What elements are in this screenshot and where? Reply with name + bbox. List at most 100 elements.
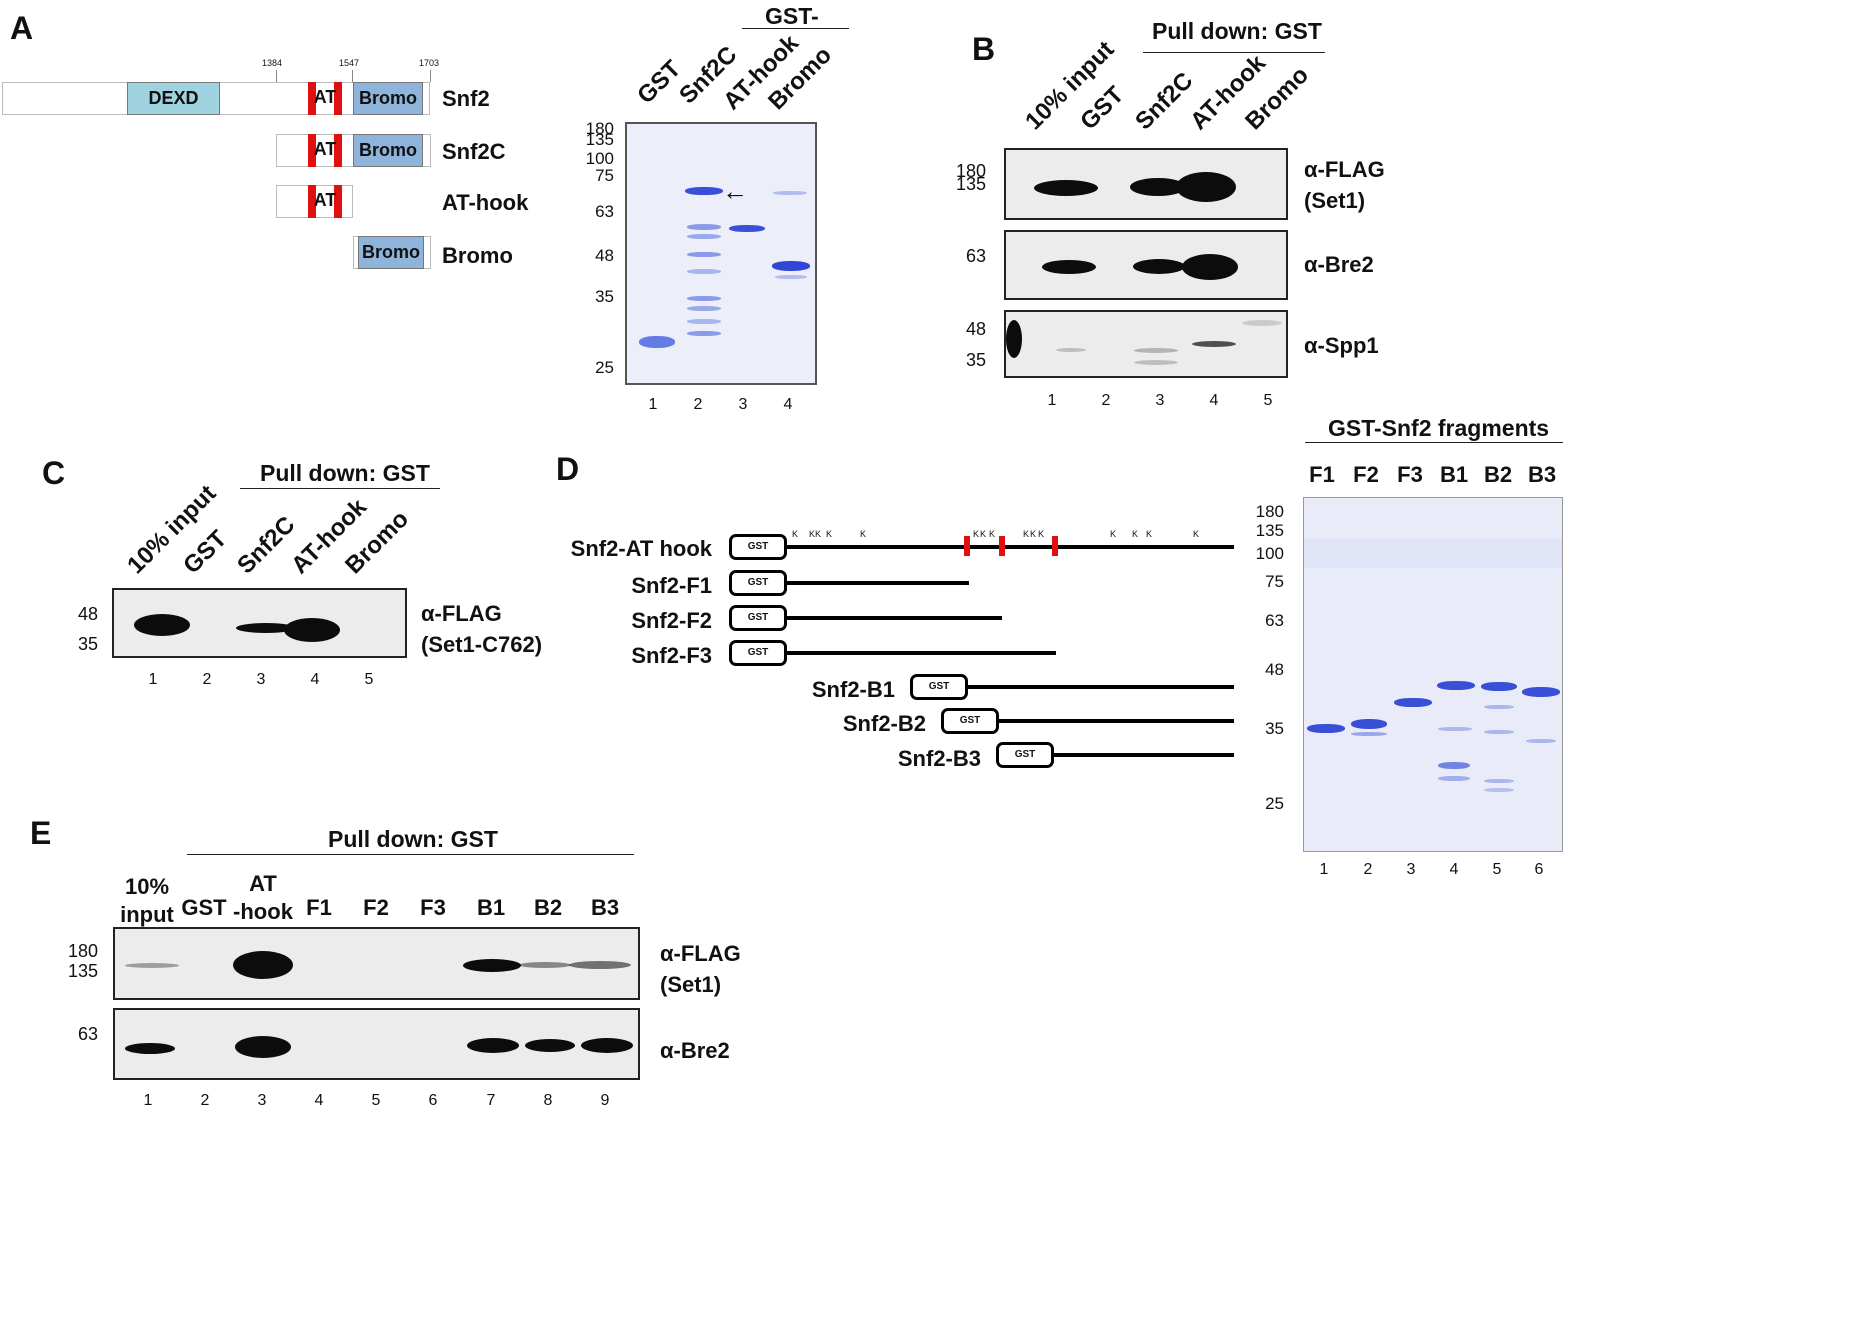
mw-marker: 63 <box>595 202 614 221</box>
mw-marker: 63 <box>965 246 986 266</box>
construct-label-snf2c: Snf2C <box>442 139 506 164</box>
panel-a-label: A <box>10 10 34 46</box>
mw-marker: 135 <box>955 174 986 194</box>
lysine-k: K <box>1023 529 1030 539</box>
lane-number: 3 <box>257 1092 267 1109</box>
gel-band <box>1351 732 1387 736</box>
lane-title: B2 <box>533 895 563 920</box>
lane-title: B3 <box>1527 462 1557 487</box>
lane-number: 2 <box>200 1092 210 1109</box>
mw-marker: 63 <box>1265 611 1284 630</box>
construct-line <box>786 581 969 585</box>
lane-title: AT -hook <box>228 870 298 926</box>
lysine-k: K <box>809 529 816 539</box>
blot-band <box>463 959 521 972</box>
gel-band <box>687 224 721 230</box>
mw-marker: 35 <box>595 287 614 306</box>
gel-band <box>1437 681 1475 690</box>
lane-number: 5 <box>371 1092 381 1109</box>
gel-band <box>687 269 721 274</box>
at-domain: AT <box>308 185 342 218</box>
lane-title: B3 <box>590 895 620 920</box>
mw-marker: 63 <box>77 1024 98 1044</box>
header-line <box>742 28 849 29</box>
gel-band <box>687 306 721 311</box>
lane-number: 4 <box>783 396 793 413</box>
lane-number: 3 <box>256 671 266 688</box>
at-stripe <box>334 134 342 167</box>
gel-smear <box>1304 538 1562 568</box>
construct-label-at-hook: AT-hook <box>442 190 529 215</box>
lane-number: 1 <box>1047 392 1057 409</box>
gel-band <box>687 252 721 257</box>
blot-band <box>519 962 571 968</box>
at-stripe <box>308 134 316 167</box>
lysine-k: K <box>1193 529 1200 539</box>
lane-title: F3 <box>1397 462 1423 487</box>
blot-band <box>1182 254 1238 280</box>
gel-image <box>625 122 817 385</box>
lane-number: 7 <box>486 1092 496 1109</box>
blot-band <box>1134 360 1178 365</box>
mw-marker: 35 <box>965 350 986 370</box>
at-label: AT <box>313 190 337 210</box>
lane-title: GST <box>181 895 227 920</box>
lane-title: F2 <box>363 895 389 920</box>
lysine-k: K <box>792 529 799 539</box>
construct-line <box>1054 753 1234 757</box>
antibody-label: α-Bre2 <box>1304 252 1374 277</box>
gel-band <box>773 191 807 195</box>
blot-band <box>233 951 293 979</box>
blot-bre2 <box>113 1008 640 1080</box>
construct-label: Snf2-F3 <box>631 643 712 668</box>
lane-number: 2 <box>693 396 703 413</box>
lane-number: 1 <box>143 1092 153 1109</box>
header-line <box>240 488 440 489</box>
gel-band <box>687 331 721 336</box>
tick-label-1703: 1703 <box>419 58 440 68</box>
gel-band <box>685 187 723 195</box>
gel-band <box>1484 788 1514 792</box>
lane-title: Snf2C <box>1130 67 1199 136</box>
gel-band <box>1438 727 1472 731</box>
lane-title-line: -hook <box>233 899 293 924</box>
bromo-domain: Bromo <box>353 134 423 167</box>
dexd-domain: DEXD <box>127 82 220 115</box>
gel-band <box>729 225 765 232</box>
blot-band <box>1192 341 1236 347</box>
lane-number: 4 <box>1449 861 1459 878</box>
lysine-k: K <box>1030 529 1037 539</box>
lane-number: 6 <box>1534 861 1544 878</box>
at-stripe <box>334 185 342 218</box>
at-stripe <box>334 82 342 115</box>
tick-label-1547: 1547 <box>339 58 360 68</box>
mw-marker: 100 <box>1255 544 1284 563</box>
antibody-label: α-FLAG (Set1) <box>660 938 741 1000</box>
at-domain: AT <box>308 82 342 115</box>
gel-band <box>1484 705 1514 709</box>
lysine-k: K <box>860 529 867 539</box>
mw-marker: 25 <box>595 358 614 377</box>
lane-number: 1 <box>1319 861 1329 878</box>
gst-tag: GST <box>729 534 787 560</box>
gel-band <box>1351 719 1387 729</box>
mw-marker: 135 <box>585 130 614 149</box>
lane-number: 4 <box>1209 392 1219 409</box>
lysine-k: K <box>815 529 822 539</box>
lane-number: 6 <box>428 1092 438 1109</box>
construct-line <box>786 545 1234 549</box>
construct-label: Snf2-F1 <box>631 573 712 598</box>
gel-band <box>639 336 675 348</box>
panel-d-label: D <box>556 451 580 487</box>
lane-title: F3 <box>420 895 446 920</box>
antibody-target: (Set1) <box>660 972 722 997</box>
gel-band <box>1438 762 1470 769</box>
mw-marker: 135 <box>1255 521 1284 540</box>
mw-marker: 35 <box>1265 719 1284 738</box>
tick-label-1384: 1384 <box>262 58 283 68</box>
antibody-target: (Set1) <box>1304 188 1366 213</box>
construct-label: Snf2-B1 <box>811 677 895 702</box>
panel-b-label: B <box>972 31 996 67</box>
mw-marker: 25 <box>1265 794 1284 813</box>
at-label: AT <box>313 87 337 107</box>
